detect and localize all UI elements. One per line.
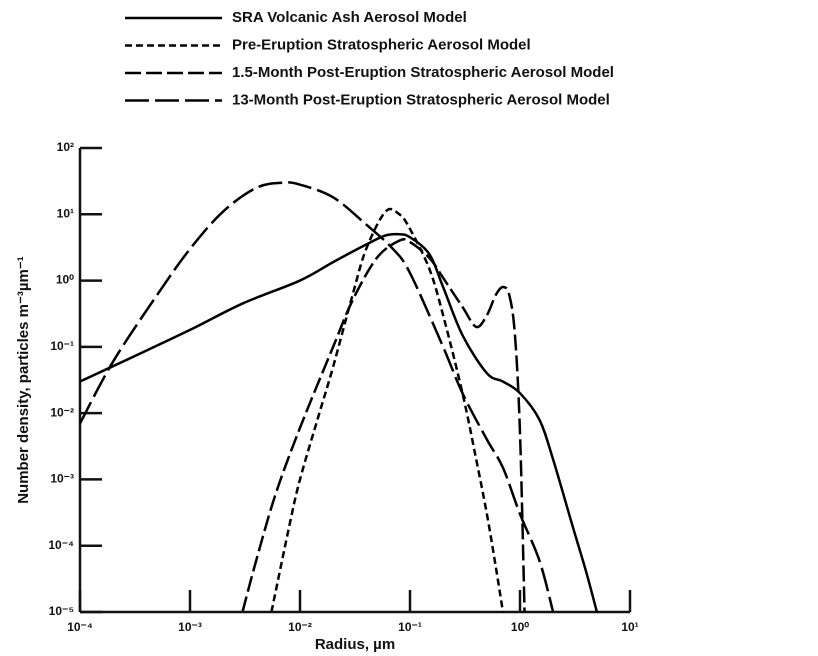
series-line bbox=[79, 232, 599, 613]
y-axis-label: Number density, particles m⁻³µm⁻¹ bbox=[15, 256, 32, 504]
y-tick-label: 10⁻¹ bbox=[50, 339, 74, 353]
legend-label: 13-Month Post-Eruption Stratospheric Aer… bbox=[232, 91, 610, 108]
x-tick-label: 10⁰ bbox=[511, 620, 529, 634]
x-tick-label: 10⁻¹ bbox=[398, 620, 422, 634]
x-tick-label: 10⁻³ bbox=[178, 620, 202, 634]
x-tick-label: 10¹ bbox=[621, 620, 638, 634]
y-tick-label: 10⁻⁴ bbox=[48, 538, 74, 552]
y-tick-label: 10⁰ bbox=[56, 273, 74, 287]
legend-label: SRA Volcanic Ash Aerosol Model bbox=[232, 9, 467, 26]
x-axis-label: Radius, µm bbox=[315, 636, 395, 653]
series-line bbox=[78, 181, 555, 613]
x-tick-label: 10⁻² bbox=[288, 620, 312, 634]
y-tick-label: 10⁻² bbox=[50, 405, 74, 419]
y-tick-label: 10² bbox=[57, 140, 74, 154]
series-line bbox=[241, 237, 526, 613]
legend-label: Pre-Eruption Stratospheric Aerosol Model bbox=[232, 36, 531, 53]
series-line bbox=[270, 207, 505, 613]
x-tick-label: 10⁻⁴ bbox=[67, 620, 93, 634]
y-tick-label: 10¹ bbox=[57, 206, 74, 220]
legend-label: 1.5-Month Post-Eruption Stratospheric Ae… bbox=[232, 64, 614, 81]
y-tick-label: 10⁻⁵ bbox=[49, 604, 74, 618]
y-tick-label: 10⁻³ bbox=[50, 472, 74, 486]
